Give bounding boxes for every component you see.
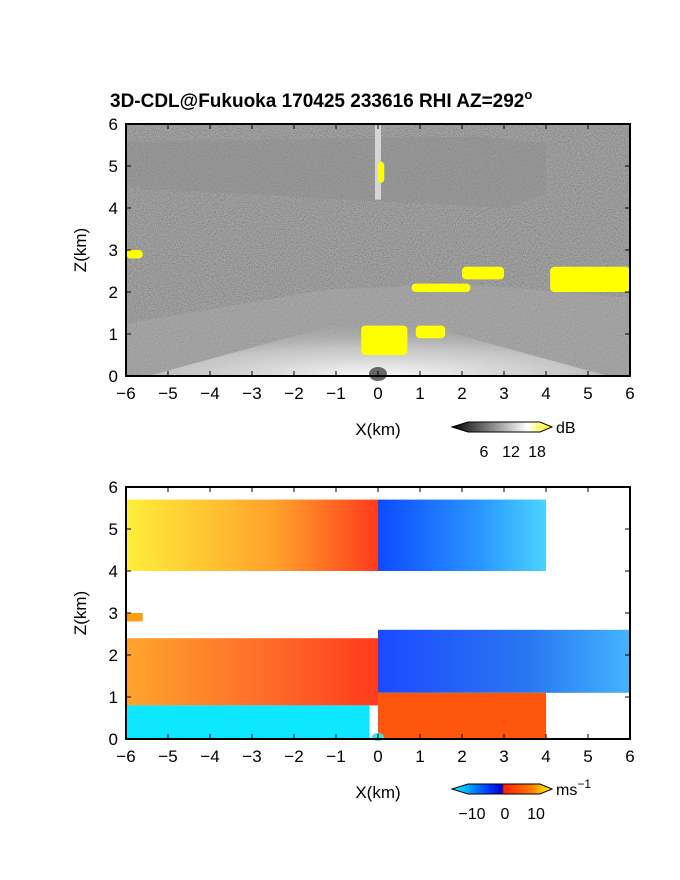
x-tick-label: 0 (373, 747, 382, 766)
x-tick-label: 1 (415, 747, 424, 766)
strong-echo-patch (411, 283, 471, 292)
intensity-colorbar-unit: dB (556, 420, 576, 437)
x-tick-label: −6 (116, 747, 135, 766)
intensity-colorbar-tick: 18 (528, 444, 546, 461)
strong-echo-patch (126, 250, 143, 259)
x-tick-label: 6 (625, 384, 634, 403)
velocity-colorbar-bar (450, 783, 554, 795)
y-tick-label: 1 (109, 688, 118, 707)
y-tick-label: 3 (109, 241, 118, 260)
y-tick-label: 4 (109, 562, 118, 581)
velocity-axes: −6 −5 −4 −3 −2 −1 0 1 2 3 4 5 6 0 1 2 3 4 5 6 (109, 478, 635, 766)
x-tick-label: −3 (242, 384, 261, 403)
strong-echo-patch (462, 266, 504, 280)
velocity-region (126, 499, 378, 571)
x-tick-label: 5 (583, 384, 592, 403)
velocity-x-label: X(km) (355, 783, 400, 802)
y-tick-label: 5 (109, 157, 118, 176)
x-tick-label: 6 (625, 747, 634, 766)
x-tick-label: −4 (200, 747, 219, 766)
y-tick-label: 0 (109, 367, 118, 386)
x-tick-label: −2 (284, 747, 303, 766)
x-tick-label: 3 (499, 384, 508, 403)
intensity-colorbar: dB 6 12 18 (450, 420, 576, 461)
velocity-region (126, 638, 378, 706)
x-tick-label: −1 (326, 384, 345, 403)
y-tick-label: 1 (109, 325, 118, 344)
x-tick-label: −6 (116, 384, 135, 403)
y-tick-label: 3 (109, 604, 118, 623)
y-tick-label: 6 (109, 115, 118, 134)
strong-echo-patch (550, 266, 630, 292)
velocity-region (378, 629, 630, 693)
strong-echo-patch (378, 161, 385, 183)
intensity-axes: −6 −5 −4 −3 −2 −1 0 1 2 3 4 5 6 0 1 2 3 4 5 6 (109, 115, 635, 403)
y-tick-label: 2 (109, 283, 118, 302)
y-tick-label: 5 (109, 520, 118, 539)
x-tick-label: −4 (200, 384, 219, 403)
strong-echo-patch (415, 325, 446, 339)
velocity-y-label: Z(km) (71, 591, 90, 635)
velocity-region (378, 499, 546, 571)
x-tick-label: 1 (415, 384, 424, 403)
x-tick-label: −1 (326, 747, 345, 766)
strong-echo-patch (361, 325, 408, 355)
velocity-region (378, 692, 546, 739)
intensity-y-label: Z(km) (71, 228, 90, 272)
intensity-colorbar-tick: 12 (502, 444, 520, 461)
velocity-colorbar-tick: 10 (527, 806, 545, 823)
x-tick-label: 4 (541, 384, 550, 403)
velocity-colorbar-unit: ms−1 (556, 777, 591, 799)
x-tick-label: 4 (541, 747, 550, 766)
velocity-colorbar: ms−1 −10 0 10 (450, 777, 591, 823)
y-tick-label: 0 (109, 730, 118, 749)
velocity-colorbar-tick: 0 (501, 806, 510, 823)
intensity-colorbar-bar (450, 421, 554, 433)
y-tick-label: 4 (109, 199, 118, 218)
velocity-data (126, 499, 630, 741)
x-tick-label: −2 (284, 384, 303, 403)
x-tick-label: 2 (457, 384, 466, 403)
x-tick-label: −5 (158, 384, 177, 403)
x-tick-label: −5 (158, 747, 177, 766)
intensity-vertical-streak (375, 124, 381, 200)
y-tick-label: 6 (109, 478, 118, 497)
velocity-colorbar-tick: −10 (458, 806, 485, 823)
figure-title: 3D-CDL@Fukuoka 170425 233616 RHI AZ=292o (110, 87, 532, 112)
intensity-x-label: X(km) (355, 420, 400, 439)
x-tick-label: 0 (373, 384, 382, 403)
x-tick-label: 3 (499, 747, 508, 766)
intensity-layer (126, 136, 546, 208)
velocity-region (126, 705, 370, 739)
intensity-colorbar-tick: 6 (480, 444, 489, 461)
y-tick-label: 2 (109, 646, 118, 665)
x-tick-label: 2 (457, 747, 466, 766)
x-tick-label: 5 (583, 747, 592, 766)
intensity-data (126, 124, 630, 381)
velocity-region (126, 613, 143, 622)
x-tick-label: −3 (242, 747, 261, 766)
